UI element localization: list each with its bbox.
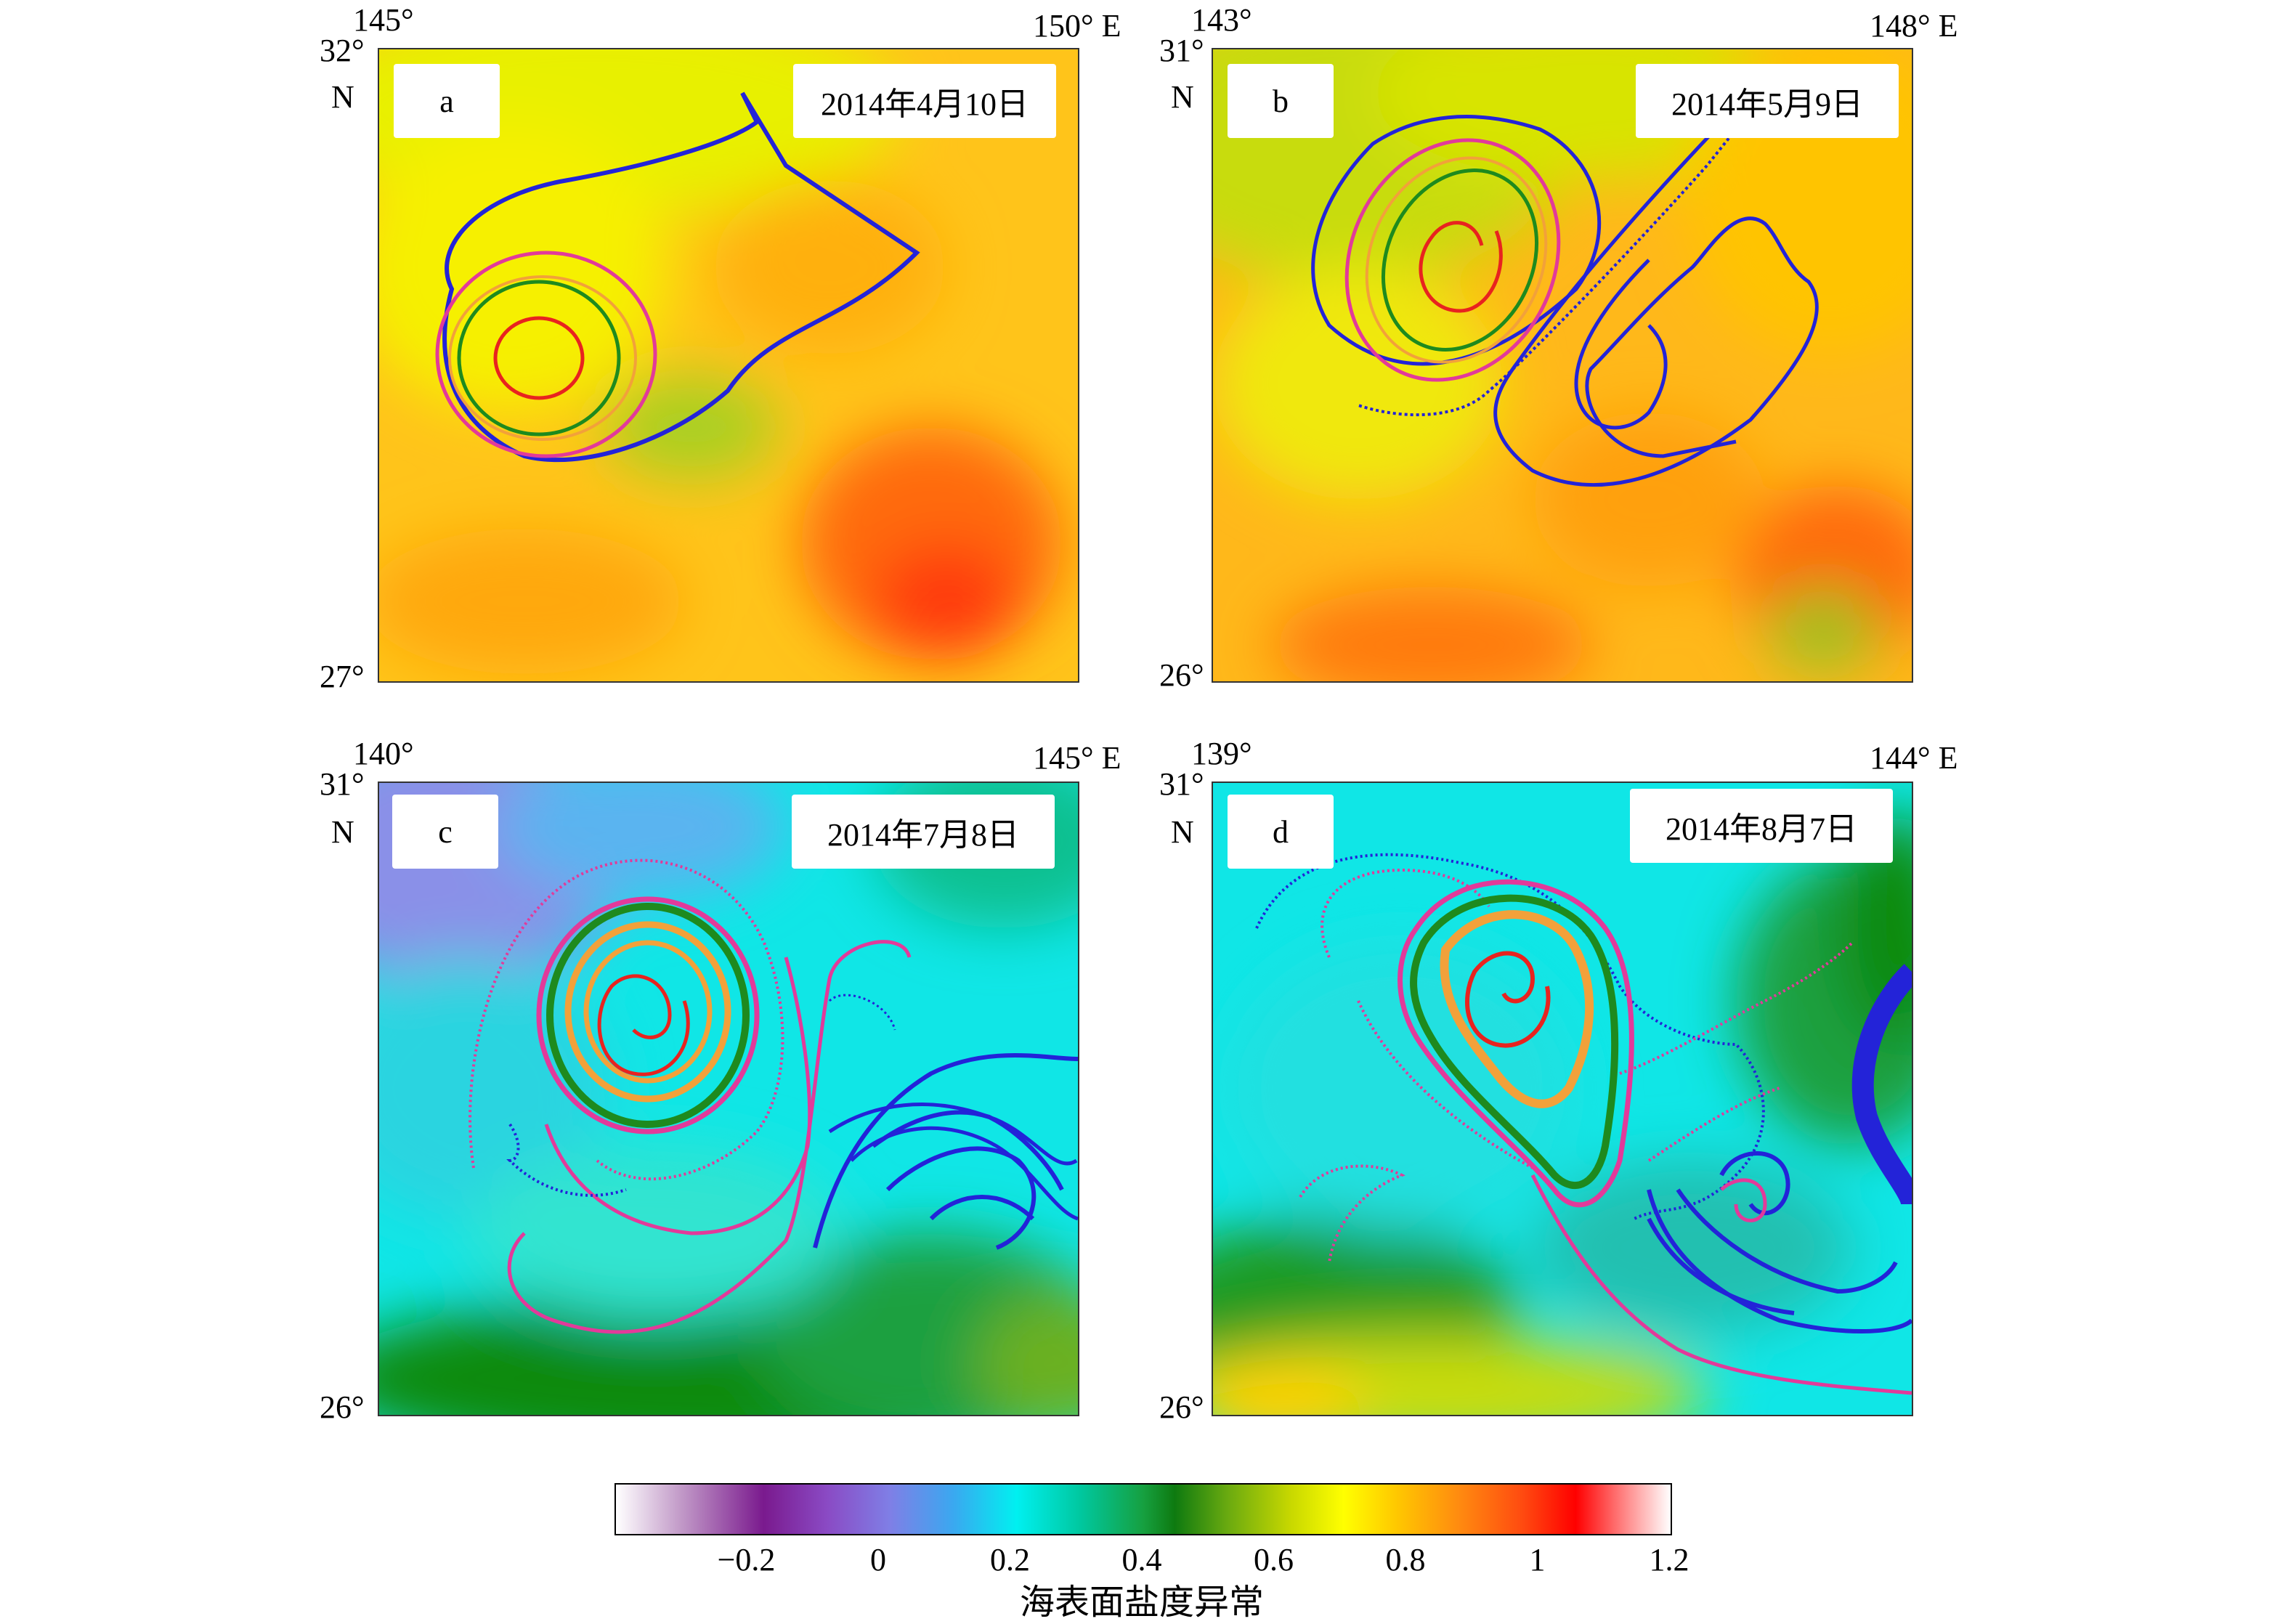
salinity-field-a <box>379 49 1078 681</box>
panel-letter-b: b <box>1273 83 1289 119</box>
salinity-field-b <box>1213 49 1912 681</box>
contour-pink-c <box>536 896 760 1134</box>
colorbar-tick-label: 0.8 <box>1385 1542 1426 1578</box>
lon-right-b: 148° E <box>1870 8 1958 44</box>
contour-orange-a <box>448 275 637 441</box>
trajectory-pink-d5 <box>1720 1178 1767 1222</box>
date-box-a: 2014年4月10日 <box>793 64 1056 138</box>
contour-pink-d <box>1397 879 1634 1208</box>
contour-orange-b <box>1365 156 1548 364</box>
date-box-b: 2014年5月9日 <box>1636 64 1899 138</box>
contour-pink-a <box>435 251 657 458</box>
contour-green-b <box>1381 169 1539 352</box>
colorbar-label: 海表面盐度异常 <box>1019 1583 1265 1622</box>
lat-bottom-d: 26° <box>1159 1389 1204 1425</box>
trajectory-blue-b4 <box>1574 259 1668 430</box>
lon-left-d: 139° <box>1191 736 1252 771</box>
colorbar-tick-label: 0.6 <box>1254 1542 1294 1578</box>
salinity-field-d <box>1213 783 1912 1415</box>
lon-right-d: 144° E <box>1870 740 1958 776</box>
trajectory-blue-d-right <box>1851 964 1912 1206</box>
colorbar-tick-label: 0 <box>870 1542 886 1578</box>
lat-bottom-b: 26° <box>1159 657 1204 693</box>
lat-bottom-a: 27° <box>320 659 365 694</box>
trajectory-pink-c3 <box>544 957 812 1235</box>
trajectory-blue-d1 <box>1255 853 1765 1220</box>
date-label-d: 2014年8月7日 <box>1666 811 1857 847</box>
lat-n-c: N <box>331 814 354 850</box>
lon-right-c: 145° E <box>1033 740 1121 776</box>
lon-left-a: 145° <box>353 2 414 38</box>
panel-letter-box-b: b <box>1228 64 1334 138</box>
trajectory-blue-c4 <box>828 994 896 1031</box>
lat-top-c: 31° <box>320 766 365 802</box>
lat-top-d: 31° <box>1159 766 1204 802</box>
contour-red-b <box>1419 221 1503 313</box>
map-panel-c: c 2014年7月8日 <box>378 781 1079 1416</box>
map-panel-d: d 2014年8月7日 <box>1212 781 1913 1416</box>
trajectory-blue-d3 <box>1719 1151 1790 1216</box>
trajectory-blue-c3 <box>828 1103 1078 1221</box>
colorbar-tick-label: 1.2 <box>1649 1542 1689 1578</box>
lat-n-b: N <box>1171 79 1194 115</box>
map-panel-a: a 2014年4月10日 <box>378 48 1079 683</box>
contour-orange-c <box>564 921 731 1103</box>
trajectory-pink-c2 <box>507 940 912 1334</box>
panel-letter-box-a: a <box>394 64 500 138</box>
contour-red-c <box>597 974 690 1076</box>
contour-red-a <box>493 316 585 400</box>
date-label-b: 2014年5月9日 <box>1671 86 1863 122</box>
contour-red-d <box>1465 951 1551 1048</box>
date-box-d: 2014年8月7日 <box>1630 789 1893 863</box>
trajectory-pink-d2 <box>1299 1164 1405 1263</box>
lat-bottom-c: 26° <box>320 1389 365 1425</box>
trajectory-pink-d3 <box>1530 1174 1912 1395</box>
panel-letter-a: a <box>439 83 454 119</box>
lon-right-a: 150° E <box>1033 8 1121 44</box>
date-box-c: 2014年7月8日 <box>792 795 1055 869</box>
contour-green-d <box>1410 894 1619 1190</box>
contour-pink-b <box>1344 138 1561 382</box>
trajectory-blue-b3 <box>1493 76 1896 487</box>
lon-left-b: 143° <box>1191 2 1252 38</box>
colorbar-tick-label: 0.2 <box>990 1542 1030 1578</box>
trajectory-pink-d4 <box>1619 941 1854 1162</box>
trajectory-blue-a <box>442 92 920 463</box>
map-panel-b: b 2014年5月9日 <box>1212 48 1913 683</box>
salinity-field-c <box>379 783 1078 1415</box>
contour-green-a <box>457 280 621 437</box>
trajectory-blue-b2 <box>1358 92 1766 417</box>
panel-letter-box-c: c <box>392 795 498 869</box>
lat-top-a: 32° <box>320 33 365 68</box>
lon-left-c: 140° <box>353 736 414 771</box>
date-label-c: 2014年7月8日 <box>827 817 1019 853</box>
colorbar-tick-label: 1 <box>1529 1542 1546 1578</box>
lat-top-b: 31° <box>1159 33 1204 68</box>
lat-n-a: N <box>331 79 354 115</box>
panel-letter-d: d <box>1273 813 1289 850</box>
trajectory-blue-d2 <box>1647 1188 1912 1333</box>
contour-green-c <box>546 903 750 1128</box>
panel-letter-box-d: d <box>1228 795 1334 869</box>
lat-n-d: N <box>1171 814 1194 850</box>
trajectory-blue-b1 <box>1311 115 1602 366</box>
colorbar-tick-label: 0.4 <box>1121 1542 1162 1578</box>
colorbar <box>614 1483 1672 1535</box>
date-label-a: 2014年4月10日 <box>821 86 1029 122</box>
panel-letter-c: c <box>438 813 453 850</box>
colorbar-tick-label: −0.2 <box>717 1542 776 1578</box>
contour-orange-d <box>1440 910 1594 1108</box>
contour-orange-c2 <box>583 940 713 1084</box>
